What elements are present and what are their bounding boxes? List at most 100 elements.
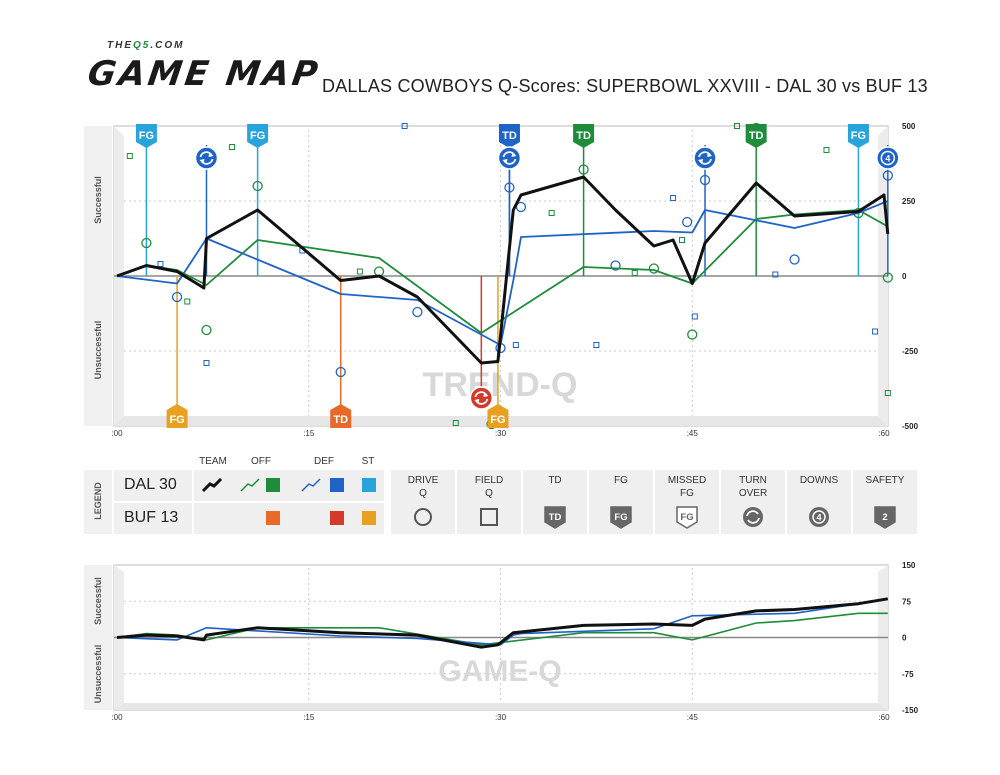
trend-field-point-12 [631,270,638,276]
svg-text:4: 4 [816,513,821,523]
trend-series-team [116,175,890,365]
fg-badge-icon: FG [610,506,632,529]
trend-ytick-3: -250 [902,347,919,356]
trend-drive-point-9 [504,182,515,193]
svg-text:4: 4 [885,154,890,164]
legend-symbol-label: DRIVE Q [407,475,439,499]
legend-symbol-label: TD [548,475,562,486]
svg-text:FG: FG [851,130,866,142]
trend-drive-point-3 [252,180,263,192]
trend-drive-point-16 [699,174,711,186]
trend-xtick-1: :15 [303,429,315,438]
trend-watermark: TREND-Q [423,366,578,404]
trend-drive-point-13 [648,263,660,274]
legend-symbol-fg-badge: FG FG [589,470,653,534]
game-xtick-0: :00 [111,713,123,722]
trend-field-point-10 [548,210,555,216]
legend-swatch-area-buf [194,503,384,534]
trend-event-badge-fg-13: FG [487,404,509,428]
trend-event-badge-fg-8: FG [847,124,869,148]
downs-icon: 4 [809,507,829,527]
svg-text:FG: FG [680,512,693,523]
trend-event-badge-fg-0: FG [135,124,157,148]
legend-header-team: TEAM [199,456,227,467]
site-name: THEQ5.COM [107,40,184,51]
game-ytick-3: -75 [902,670,914,679]
legend-buf-off-swatch [266,511,280,525]
trend-drive-point-4 [335,366,346,378]
svg-text:FG: FG [169,414,184,426]
trend-series-def [116,200,889,346]
trend-xtick-0: :00 [111,429,123,438]
game-xtick-4: :60 [878,713,890,722]
trend-event-badge-td-3: TD [498,124,520,148]
trend-lines [116,175,890,365]
game-ytick-0: 150 [902,561,916,570]
game-xtick-2: :30 [495,713,507,722]
game-xtick-1: :15 [303,713,315,722]
trend-field-point-17 [772,271,779,278]
trend-event-badge-turnover-1 [194,146,219,170]
trend-series-off [116,209,889,334]
svg-text:FG: FG [250,130,265,142]
trend-field-point-9 [512,342,519,348]
legend-swatch-area [194,470,384,501]
trend-drive-point-20 [882,170,893,181]
trend-event-badge-td-5: TD [573,124,595,148]
legend-symbol-turnover: TURN OVER [721,470,785,534]
trend-drive-point-12 [610,260,621,271]
missed-fg-badge-icon: FG [676,506,698,529]
trend-field-point-3 [203,360,210,366]
trend-drive-point-14 [681,216,693,228]
trend-drive-point-11 [578,164,589,175]
trend-ytick-2: 0 [902,272,907,281]
trend-grid [114,130,888,416]
legend-dal-st-swatch [362,478,376,492]
legend-symbol-square: FIELD Q [457,470,521,534]
legend-header-def: DEF [314,456,334,467]
legend-symbol-label: TURN OVER [738,475,768,499]
trend-field-point-0 [126,153,133,159]
svg-text:TD: TD [502,130,517,142]
trend-drive-point-21 [882,272,893,283]
trend-drive-point-0 [141,237,152,249]
trend-drive-point-1 [171,291,183,303]
trend-field-point-11 [593,342,600,348]
trend-y-ticks: 500 250 0 -250 -500 [902,122,919,431]
trend-side-panel [84,126,112,426]
legend-dal-def-swatch [330,478,344,492]
legend-team-dal: DAL 30 [124,476,177,493]
trend-drive-point-2 [201,324,212,336]
trend-event-badges: FG FG TD TD TD FG 4 FG TD FG [135,124,900,428]
legend-team-buf: BUF 13 [124,509,179,526]
svg-text:TD: TD [333,414,348,426]
game-lines [116,597,889,649]
game-series-def [116,598,888,646]
svg-text:FG: FG [614,512,627,523]
game-side-panel [84,565,112,710]
legend-symbol-downs: DOWNS 4 [787,470,851,534]
trend-event-badge-td-11: TD [330,404,352,428]
trend-drive-point-18 [789,254,800,265]
trend-ytick-0: 500 [902,122,916,131]
trend-x-ticks: :00:15:30:45:60 [111,429,890,438]
game-x-ticks: :00:15:30:45:60 [111,713,890,722]
game-ytick-4: -150 [902,706,919,715]
trend-field-point-13 [670,195,677,201]
svg-text:TD: TD [749,130,764,142]
trend-field-point-16 [733,123,740,129]
legend-side-panel [84,470,112,534]
svg-text:FG: FG [139,130,154,142]
legend-symbol-label: DOWNS [799,475,839,486]
game-ytick-2: 0 [902,634,907,643]
trend-field-point-1 [157,261,164,267]
game-grid [114,568,888,703]
legend-symbol-label: FG [614,475,628,486]
trend-event-badge-fg-2: FG [247,124,269,148]
trend-field-point-15 [691,313,698,320]
trend-xtick-2: :30 [495,429,507,438]
svg-text:2: 2 [882,512,887,523]
legend-team-cell-dal [114,470,192,501]
